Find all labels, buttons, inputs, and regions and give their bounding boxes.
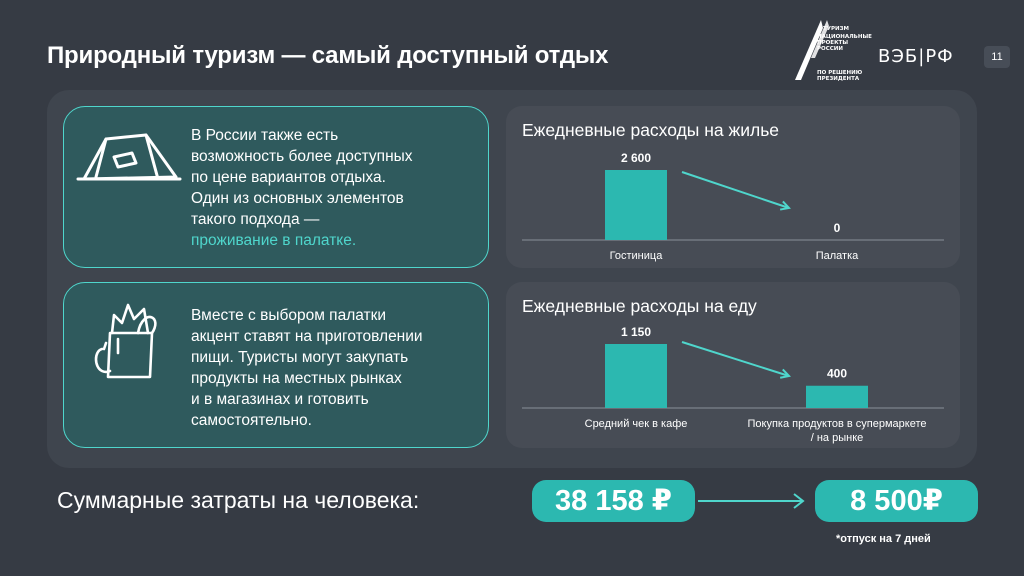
chart-trend-arrow: [681, 341, 790, 377]
card-line: самостоятельно.: [191, 412, 312, 429]
total-before-value: 38 158 ₽: [532, 480, 695, 522]
food-chart-svg: 1 150 Средний чек в кафе 400 Покупка продук…: [522, 325, 944, 444]
chart-category-label: Гостиница: [610, 250, 664, 262]
footnote: *отпуск на 7 дней: [836, 533, 931, 545]
card-line: В России также есть: [191, 127, 339, 144]
card-line: пищи. Туристы могут закупать: [191, 349, 409, 366]
chart-bar: [605, 170, 667, 240]
page-title: Природный туризм — самый доступный отдых: [47, 42, 609, 69]
chart-value-label: 1 150: [621, 325, 651, 339]
chart-value-label: 2 600: [621, 151, 651, 165]
page-number: 11: [984, 46, 1010, 68]
housing-cost-chart: Ежедневные расходы на жилье 2 600 Гостини…: [506, 106, 960, 268]
chart-title: Ежедневные расходы на жилье: [522, 120, 780, 140]
logo-np-bottom-2: ПРЕЗИДЕНТА: [817, 76, 860, 82]
chart-value-label: 0: [834, 221, 841, 235]
chart-trend-arrow: [681, 171, 790, 209]
summary-label: Суммарные затраты на человека:: [57, 487, 420, 513]
chart-bar: [605, 344, 667, 408]
logo-np-line-3: РОССИИ: [817, 46, 843, 52]
veb-logo: ВЭБ|РФ: [878, 46, 954, 67]
logo-np-bottom-1: ПО РЕШЕНИЮ: [817, 70, 863, 76]
tent-icon: [76, 133, 182, 181]
grocery-bag-icon: [94, 303, 157, 379]
chart-title: Ежедневные расходы на еду: [522, 296, 757, 316]
logo-np-line-1: НАЦИОНАЛЬНЫЕ: [817, 34, 872, 40]
chart-trend-arrowhead: [779, 200, 791, 211]
chart-value-label: 400: [827, 367, 847, 381]
chart-category-label: Палатка: [816, 250, 859, 262]
food-cost-chart: Ежедневные расходы на еду 1 150 Средний ч…: [506, 282, 960, 448]
housing-chart-svg: 2 600 Гостиница 0 Палатка: [522, 151, 944, 262]
chart-category-label: Средний чек в кафе: [585, 418, 688, 430]
card-line: акцент ставят на приготовлении: [191, 328, 423, 345]
tent-info-card: В России также есть возможность более до…: [63, 106, 489, 268]
card-line: продукты на местных рынках: [191, 370, 402, 387]
chart-category-label: Покупка продуктов в супермаркете: [748, 418, 927, 430]
card-line: Один из основных элементов: [191, 190, 404, 207]
card-line: такого подхода —: [191, 211, 320, 228]
chart-bar: [806, 385, 868, 408]
card-line: возможность более доступных: [191, 148, 413, 165]
card-line: по цене вариантов отдыха.: [191, 169, 386, 186]
logo-np-line-2: ПРОЕКТЫ: [817, 40, 849, 46]
card-line: Вместе с выбором палатки: [191, 307, 387, 324]
total-after-value: 8 500₽: [815, 480, 978, 522]
national-projects-logo: ТУРИЗМ НАЦИОНАЛЬНЫЕ ПРОЕКТЫ РОССИИ ПО РЕ…: [793, 18, 873, 84]
logo-np-top: ТУРИЗМ: [823, 26, 850, 32]
card-highlight: проживание в палатке.: [191, 232, 357, 249]
chart-trend-arrowhead: [779, 368, 791, 379]
national-projects-emblem-icon: [795, 20, 829, 80]
card-line: и в магазинах и готовить: [191, 391, 369, 408]
food-card-text: Вместе с выбором палатки акцент ставят н…: [191, 305, 423, 431]
chart-category-label: / на рынке: [811, 432, 864, 444]
food-info-card: Вместе с выбором палатки акцент ставят н…: [63, 282, 489, 448]
tent-card-text: В России также есть возможность более до…: [191, 125, 413, 251]
